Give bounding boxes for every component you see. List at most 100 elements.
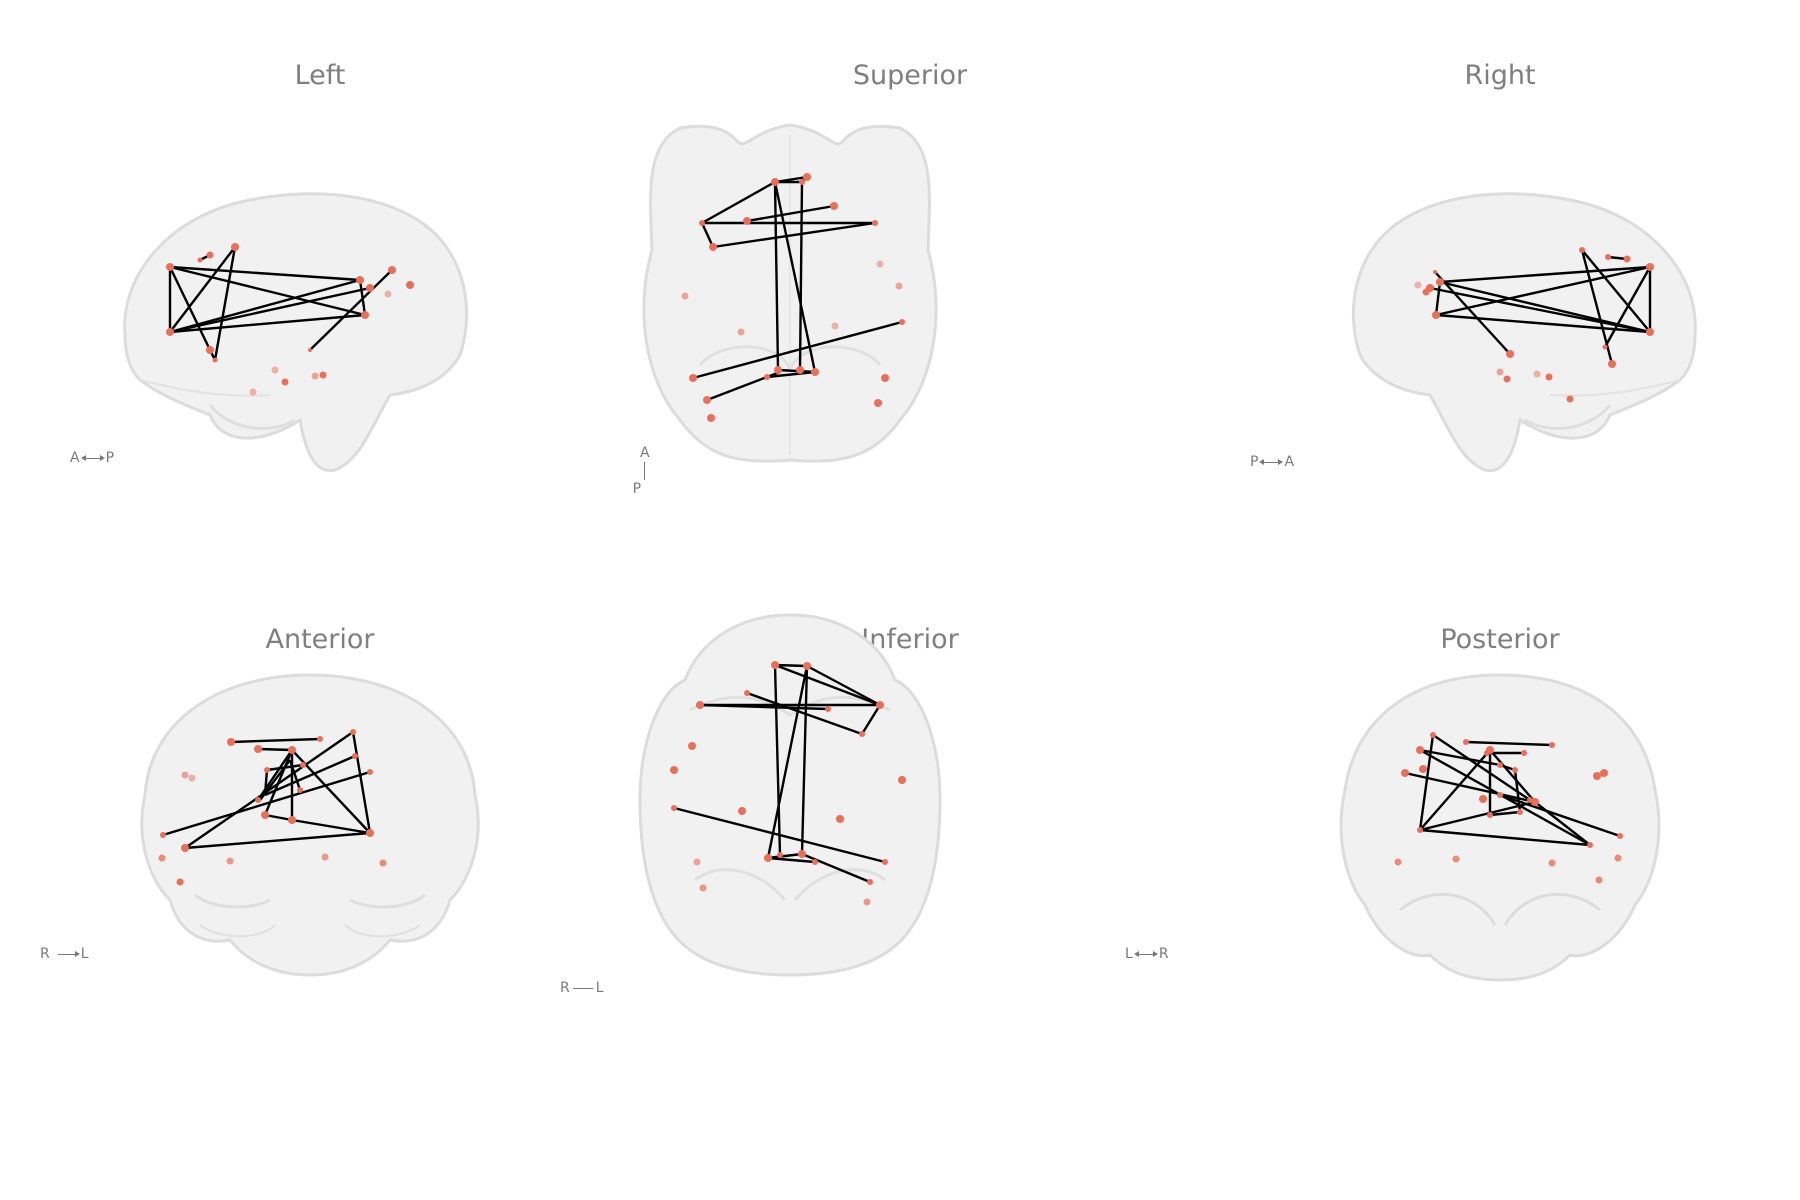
node: [1549, 742, 1555, 748]
node: [1422, 288, 1430, 296]
brain-view-superior: [642, 123, 938, 463]
node: [406, 281, 414, 289]
node: [743, 217, 751, 225]
node: [1417, 827, 1423, 833]
edge: [213, 246, 237, 361]
node: [1486, 746, 1494, 754]
edge: [169, 278, 361, 334]
node: [689, 374, 697, 382]
node: [1506, 350, 1514, 358]
double-arrow-icon: [80, 454, 105, 461]
node: [1432, 311, 1440, 319]
connectome-nodes: [1414, 247, 1654, 403]
node: [288, 746, 296, 754]
edge: [773, 181, 780, 371]
node: [1497, 792, 1503, 798]
node: [197, 257, 203, 263]
node: [693, 858, 701, 866]
connectome-nodes: [681, 173, 905, 422]
edge: [169, 265, 361, 282]
node: [1614, 854, 1622, 862]
node: [158, 854, 166, 862]
node: [361, 311, 369, 319]
node: [771, 178, 779, 186]
edge: [1419, 749, 1491, 831]
connectome-edges: [673, 663, 886, 884]
panel-title: Anterior: [265, 624, 375, 655]
edge: [774, 663, 808, 668]
brain-view-anterior: [140, 673, 480, 977]
node: [825, 706, 831, 712]
node: [799, 179, 805, 185]
node: [264, 767, 270, 773]
node: [874, 399, 882, 407]
panel-left: Left: [20, 10, 620, 590]
orientation-start: L: [1125, 946, 1133, 962]
node: [738, 807, 746, 815]
panel-posterior: Posterior: [1125, 580, 1800, 1160]
node: [261, 811, 269, 819]
edge: [1419, 800, 1536, 832]
edge: [169, 246, 236, 333]
node: [1566, 395, 1574, 403]
edge: [774, 663, 881, 707]
node: [744, 690, 750, 696]
node: [707, 414, 715, 422]
orientation-end: L: [80, 946, 89, 962]
edge: [266, 763, 304, 772]
panel-title: Left: [294, 60, 346, 91]
node: [1605, 254, 1611, 260]
brain-view-right: [1351, 192, 1697, 473]
node: [1497, 762, 1503, 768]
node: [1487, 812, 1493, 818]
node: [311, 372, 319, 380]
node: [160, 832, 166, 838]
edge: [806, 664, 881, 707]
edge: [773, 181, 817, 373]
edge: [257, 747, 293, 752]
node: [379, 859, 387, 867]
node: [1602, 344, 1608, 350]
node: [777, 852, 783, 858]
node: [699, 884, 707, 892]
node: [255, 797, 261, 803]
edge: [692, 320, 903, 380]
node: [1545, 373, 1553, 381]
edge: [264, 813, 293, 822]
edge: [1489, 810, 1521, 817]
node: [699, 220, 705, 226]
node: [830, 202, 838, 210]
node: [1401, 769, 1409, 777]
node: [227, 738, 235, 746]
arrow-right-icon: [57, 950, 80, 957]
orientation-indicator: A P: [633, 446, 650, 496]
edge: [860, 704, 882, 735]
node: [1463, 739, 1469, 745]
edge: [773, 664, 782, 856]
node: [812, 859, 818, 865]
edge: [1439, 280, 1651, 334]
vertical-arrow-icon: [644, 462, 646, 480]
edge: [798, 181, 804, 371]
node: [764, 854, 772, 862]
connectome-nodes: [166, 243, 414, 396]
node: [367, 769, 373, 775]
brain-view-posterior: [1339, 673, 1661, 982]
edge: [162, 770, 371, 837]
edge: [1419, 748, 1501, 767]
node: [1394, 858, 1402, 866]
connectome-edges: [1429, 249, 1652, 365]
node: [1617, 833, 1623, 839]
node: [271, 366, 279, 374]
edge: [169, 265, 366, 317]
node: [1646, 263, 1654, 271]
node: [898, 776, 906, 784]
orientation-end: R: [1158, 946, 1169, 962]
node: [859, 731, 865, 737]
node: [688, 742, 696, 750]
node: [1452, 855, 1460, 863]
node: [1595, 876, 1603, 884]
